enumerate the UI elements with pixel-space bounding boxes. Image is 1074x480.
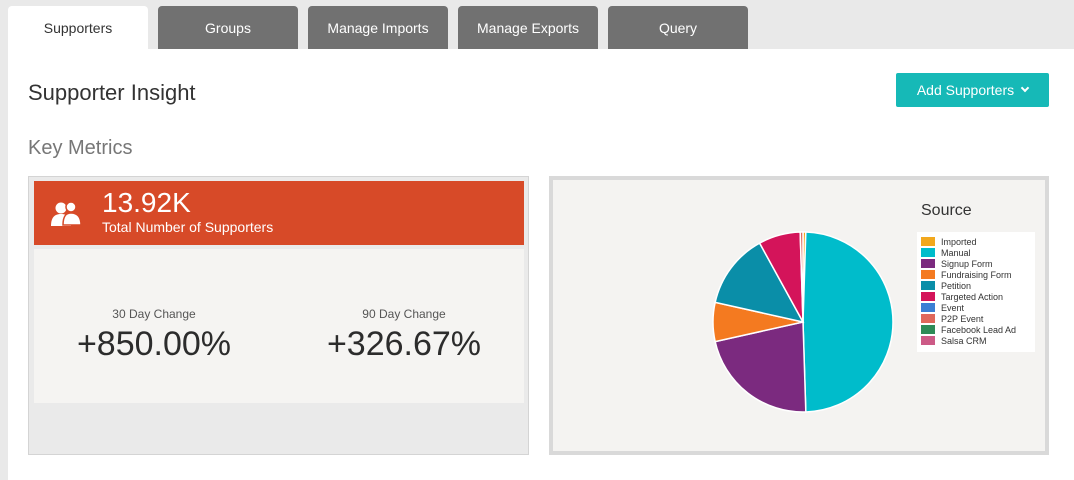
total-supporters-header: 13.92K Total Number of Supporters bbox=[34, 181, 524, 245]
tab-supporters[interactable]: Supporters bbox=[8, 6, 148, 50]
total-supporters-label: Total Number of Supporters bbox=[102, 219, 274, 235]
change-30-day: 30 Day Change +850.00% bbox=[34, 307, 274, 364]
pie-slice-manual[interactable] bbox=[802, 231, 894, 413]
pie-slice-p2p-event[interactable] bbox=[799, 231, 804, 323]
legend-label: Salsa CRM bbox=[941, 335, 987, 346]
legend-swatch bbox=[921, 237, 935, 246]
tab-bar: Supporters Groups Manage Imports Manage … bbox=[0, 0, 1074, 50]
legend-label: Targeted Action bbox=[941, 291, 1004, 302]
tab-groups[interactable]: Groups bbox=[158, 6, 298, 49]
legend-swatch bbox=[921, 270, 935, 279]
legend-swatch bbox=[921, 303, 935, 312]
legend-label: Facebook Lead Ad bbox=[941, 324, 1017, 335]
change-30-label: 30 Day Change bbox=[112, 307, 196, 321]
legend-item[interactable]: Imported bbox=[921, 236, 1031, 247]
main-panel: Supporter Insight Add Supporters Key Met… bbox=[8, 49, 1074, 480]
legend-item[interactable]: Targeted Action bbox=[921, 291, 1031, 302]
legend-label: Fundraising Form bbox=[941, 269, 1012, 280]
legend-swatch bbox=[921, 259, 935, 268]
tab-manage-exports[interactable]: Manage Exports bbox=[458, 6, 598, 49]
legend-label: Petition bbox=[941, 280, 972, 291]
change-30-value: +850.00% bbox=[76, 325, 232, 363]
legend-swatch bbox=[921, 336, 935, 345]
legend-item[interactable]: Salsa CRM bbox=[921, 335, 1031, 346]
chart-title: Source bbox=[921, 202, 972, 219]
change-90-label: 90 Day Change bbox=[362, 307, 446, 321]
legend-label: Signup Form bbox=[941, 258, 993, 269]
add-supporters-button[interactable]: Add Supporters bbox=[896, 73, 1049, 107]
tab-manage-imports[interactable]: Manage Imports bbox=[308, 6, 448, 49]
change-90-day: 90 Day Change +326.67% bbox=[284, 307, 524, 364]
total-supporters-value: 13.92K bbox=[102, 187, 191, 218]
tab-query[interactable]: Query bbox=[608, 6, 748, 49]
page-title: Supporter Insight bbox=[28, 80, 196, 105]
legend-label: P2P Event bbox=[941, 313, 984, 324]
legend-swatch bbox=[921, 325, 935, 334]
legend-item[interactable]: Event bbox=[921, 302, 1031, 313]
chevron-down-icon bbox=[1020, 83, 1030, 93]
legend-item[interactable]: Petition bbox=[921, 280, 1031, 291]
legend-item[interactable]: Fundraising Form bbox=[921, 269, 1031, 280]
people-icon bbox=[51, 201, 82, 226]
legend-item[interactable]: Signup Form bbox=[921, 258, 1031, 269]
source-chart-card: Source Imported Manual Signup Form Fundrais… bbox=[549, 176, 1049, 455]
source-pie-chart bbox=[712, 231, 894, 413]
pie-slice-petition[interactable] bbox=[714, 242, 805, 324]
legend-swatch bbox=[921, 314, 935, 323]
change-90-value: +326.67% bbox=[326, 325, 482, 363]
legend-label: Imported bbox=[941, 236, 977, 247]
legend-label: Event bbox=[941, 302, 965, 313]
legend-item[interactable]: P2P Event bbox=[921, 313, 1031, 324]
legend-swatch bbox=[921, 292, 935, 301]
legend-swatch bbox=[921, 281, 935, 290]
legend-label: Manual bbox=[941, 247, 971, 258]
add-supporters-label: Add Supporters bbox=[916, 82, 1015, 98]
key-metrics-title: Key Metrics bbox=[28, 137, 133, 159]
total-supporters-card: 13.92K Total Number of Supporters 30 Day… bbox=[28, 176, 529, 455]
pie-slice-signup-form[interactable] bbox=[714, 321, 807, 413]
legend-swatch bbox=[921, 248, 935, 257]
chart-legend: Imported Manual Signup Form Fundraising For… bbox=[917, 232, 1035, 352]
legend-item[interactable]: Facebook Lead Ad bbox=[921, 324, 1031, 335]
change-metrics: 30 Day Change +850.00% 90 Day Change +32… bbox=[34, 249, 524, 403]
legend-item[interactable]: Manual bbox=[921, 247, 1031, 258]
